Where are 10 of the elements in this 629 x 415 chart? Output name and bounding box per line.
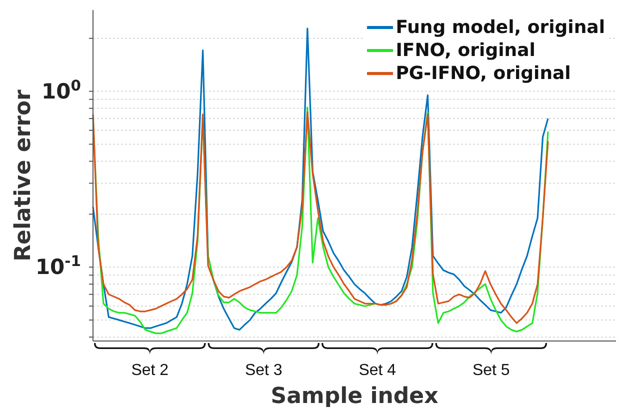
legend-label: IFNO, original	[396, 39, 536, 62]
y-tick-label: 10$^{0}$	[42, 76, 81, 104]
text: Set 4	[358, 362, 396, 379]
legend-label: Fung model, original	[396, 16, 605, 39]
text: Set 3	[244, 362, 282, 379]
text: Set 2	[131, 362, 169, 379]
y-axis-title: Relative error	[11, 89, 36, 262]
text: Set 5	[472, 362, 510, 379]
y-tick-label: 10$^{-1}$	[35, 252, 81, 280]
legend-label: PG-IFNO, original	[396, 62, 571, 85]
